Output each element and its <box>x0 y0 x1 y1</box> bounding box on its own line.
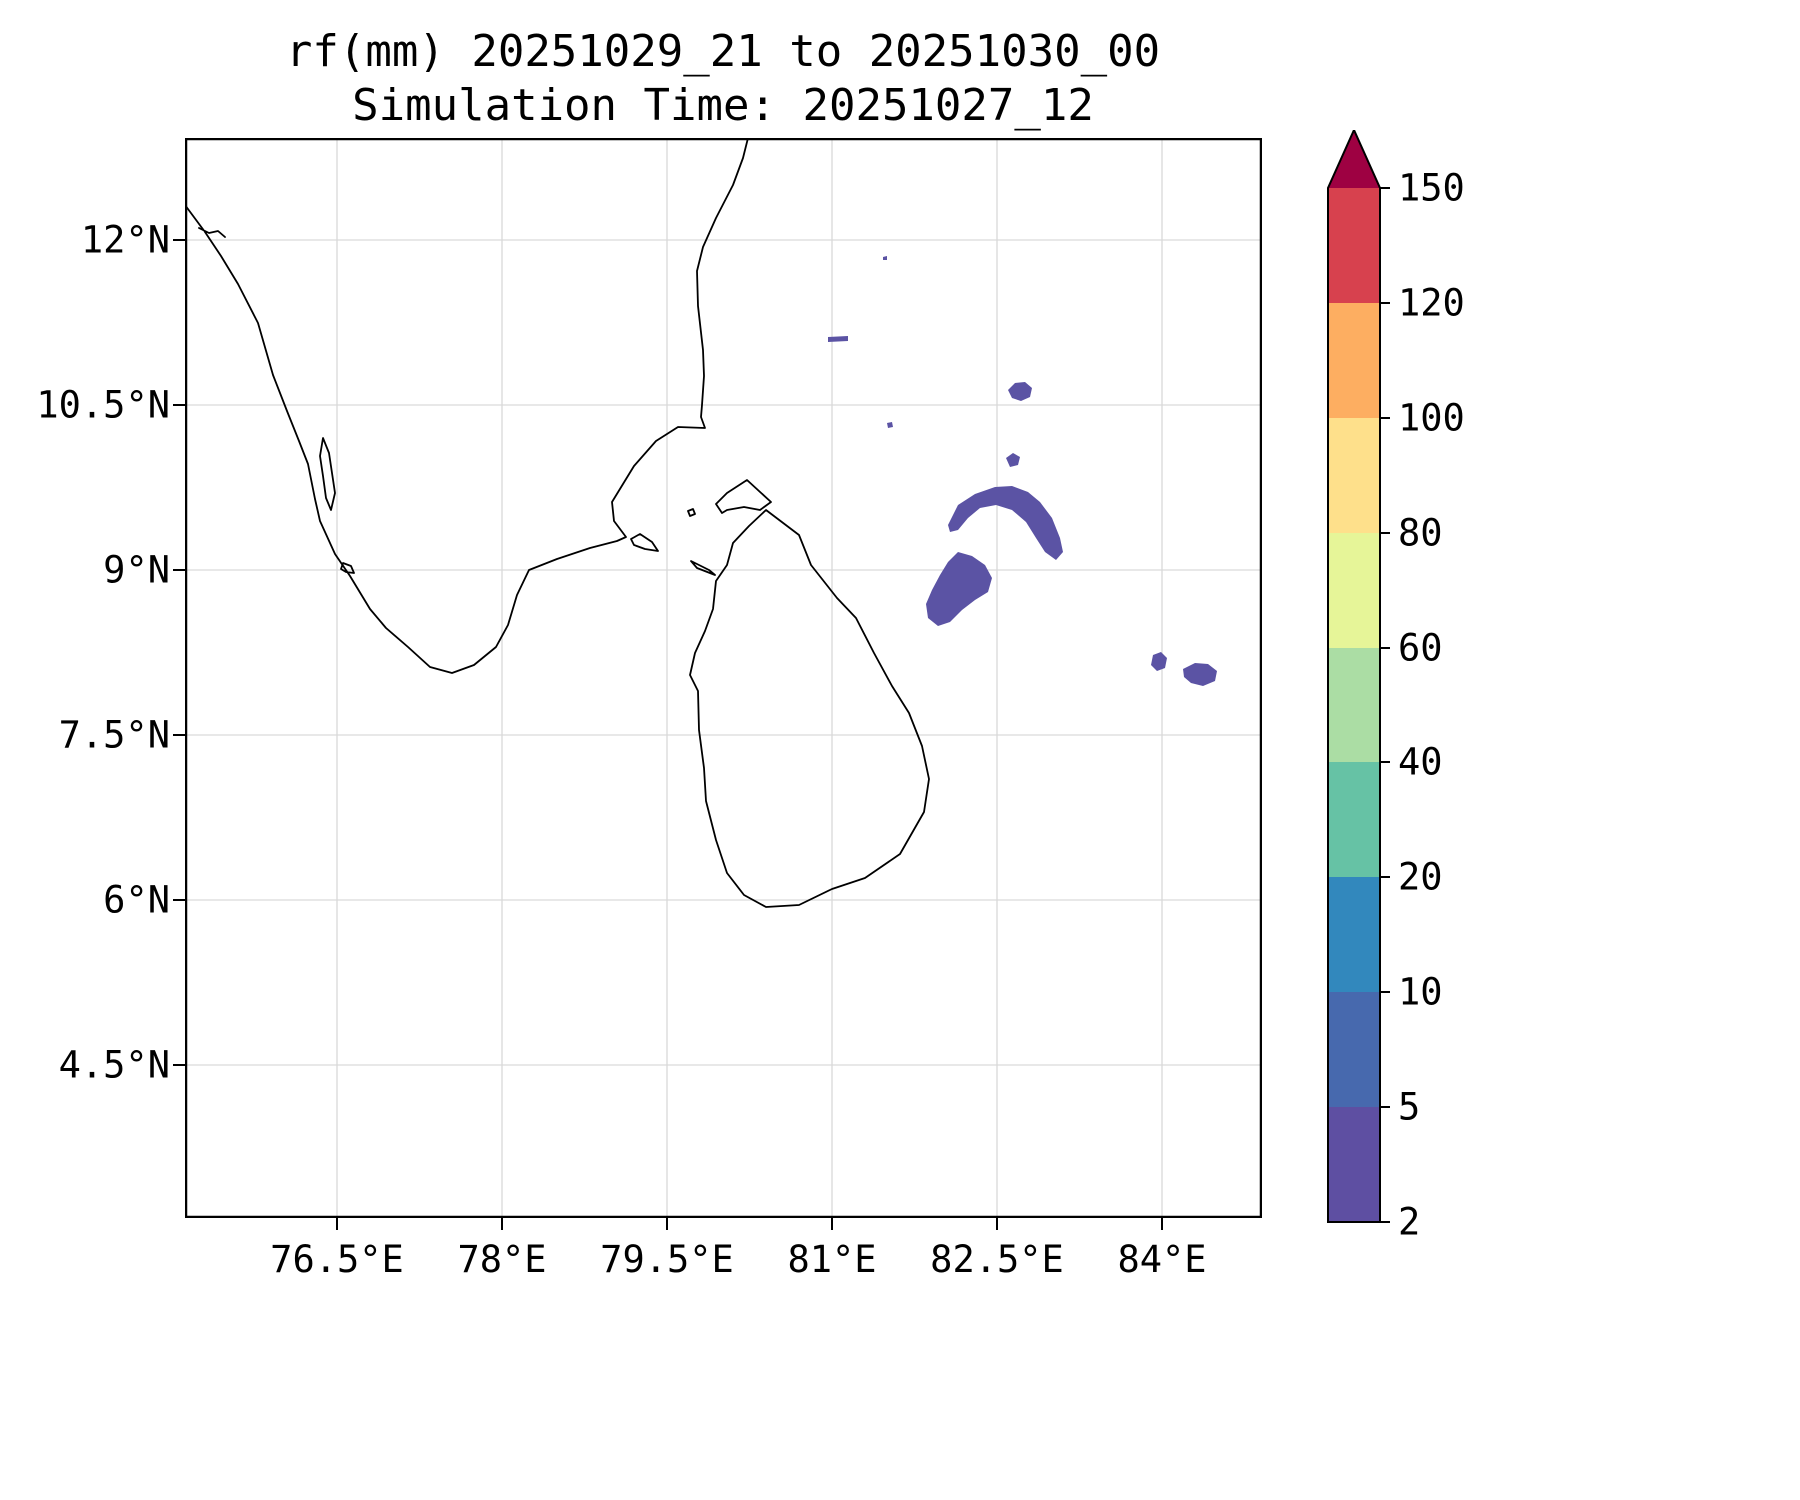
colorbar-segment-40-60 <box>1328 648 1380 762</box>
axes-frame <box>185 138 1262 1218</box>
colorbar-label-80: 80 <box>1398 511 1443 555</box>
y-tick-mark <box>173 1064 185 1066</box>
y-tick-mark <box>173 734 185 736</box>
colorbar-segment-2-5 <box>1328 1107 1380 1222</box>
coastline-path <box>185 138 930 908</box>
y-tick-label-9n: 9°N <box>103 548 170 592</box>
x-tick-label-78e: 78°E <box>457 1238 547 1281</box>
map-canvas <box>185 138 1262 1218</box>
colorbar-segment-100-120 <box>1328 303 1380 418</box>
x-tick-mark <box>501 1218 503 1230</box>
colorbar-label-100: 100 <box>1398 396 1465 440</box>
colorbar-label-60: 60 <box>1398 626 1443 670</box>
colorbar-canvas <box>1327 127 1390 1223</box>
colorbar-segment-5-10 <box>1328 992 1380 1107</box>
colorbar-label-40: 40 <box>1398 740 1443 784</box>
plot-subtitle: Simulation Time: 20251027_12 <box>352 80 1094 131</box>
colorbar-label-150: 150 <box>1398 166 1465 210</box>
y-tick-mark <box>173 239 185 241</box>
y-tick-mark <box>173 569 185 571</box>
y-tick-label-6n: 6°N <box>103 878 170 922</box>
y-tick-label-12n: 12°N <box>80 218 170 262</box>
x-tick-label-84e: 84°E <box>1117 1238 1207 1281</box>
colorbar-outline <box>1327 127 1381 1223</box>
x-tick-label-81e: 81°E <box>787 1238 877 1281</box>
colorbar-segment-10-20 <box>1328 877 1380 992</box>
grid-lines <box>185 138 1262 1218</box>
rainfall-patches <box>828 256 1217 686</box>
y-tick-label-10-5n: 10.5°N <box>36 383 170 427</box>
colorbar-label-20: 20 <box>1398 855 1443 899</box>
y-tick-mark <box>173 404 185 406</box>
colorbar-label-5: 5 <box>1398 1085 1421 1129</box>
x-tick-mark <box>666 1218 668 1230</box>
y-tick-label-4-5n: 4.5°N <box>58 1043 170 1087</box>
x-tick-mark <box>336 1218 338 1230</box>
colorbar-segment-120-150 <box>1328 188 1380 303</box>
x-tick-mark <box>831 1218 833 1230</box>
x-tick-mark <box>996 1218 998 1230</box>
map-plot-area <box>185 138 1262 1218</box>
plot-title: rf(mm) 20251029_21 to 20251030_00 <box>285 26 1161 77</box>
x-tick-label-76-5e: 76.5°E <box>270 1238 404 1281</box>
y-tick-mark <box>173 899 185 901</box>
x-tick-label-79-5e: 79.5°E <box>600 1238 734 1281</box>
colorbar-segment-20-40 <box>1328 762 1380 877</box>
x-tick-mark <box>1161 1218 1163 1230</box>
colorbar-label-10: 10 <box>1398 970 1443 1014</box>
colorbar-segment-60-80 <box>1328 533 1380 648</box>
colorbar-label-120: 120 <box>1398 281 1465 325</box>
colorbar-label-2: 2 <box>1398 1200 1421 1244</box>
colorbar-tick-marks <box>1380 187 1390 1223</box>
colorbar <box>1326 127 1392 1236</box>
colorbar-segment-80-100 <box>1328 418 1380 533</box>
x-tick-label-82-5e: 82.5°E <box>930 1238 1064 1281</box>
y-tick-label-7-5n: 7.5°N <box>58 713 170 757</box>
colorbar-over-arrow <box>1328 130 1380 188</box>
